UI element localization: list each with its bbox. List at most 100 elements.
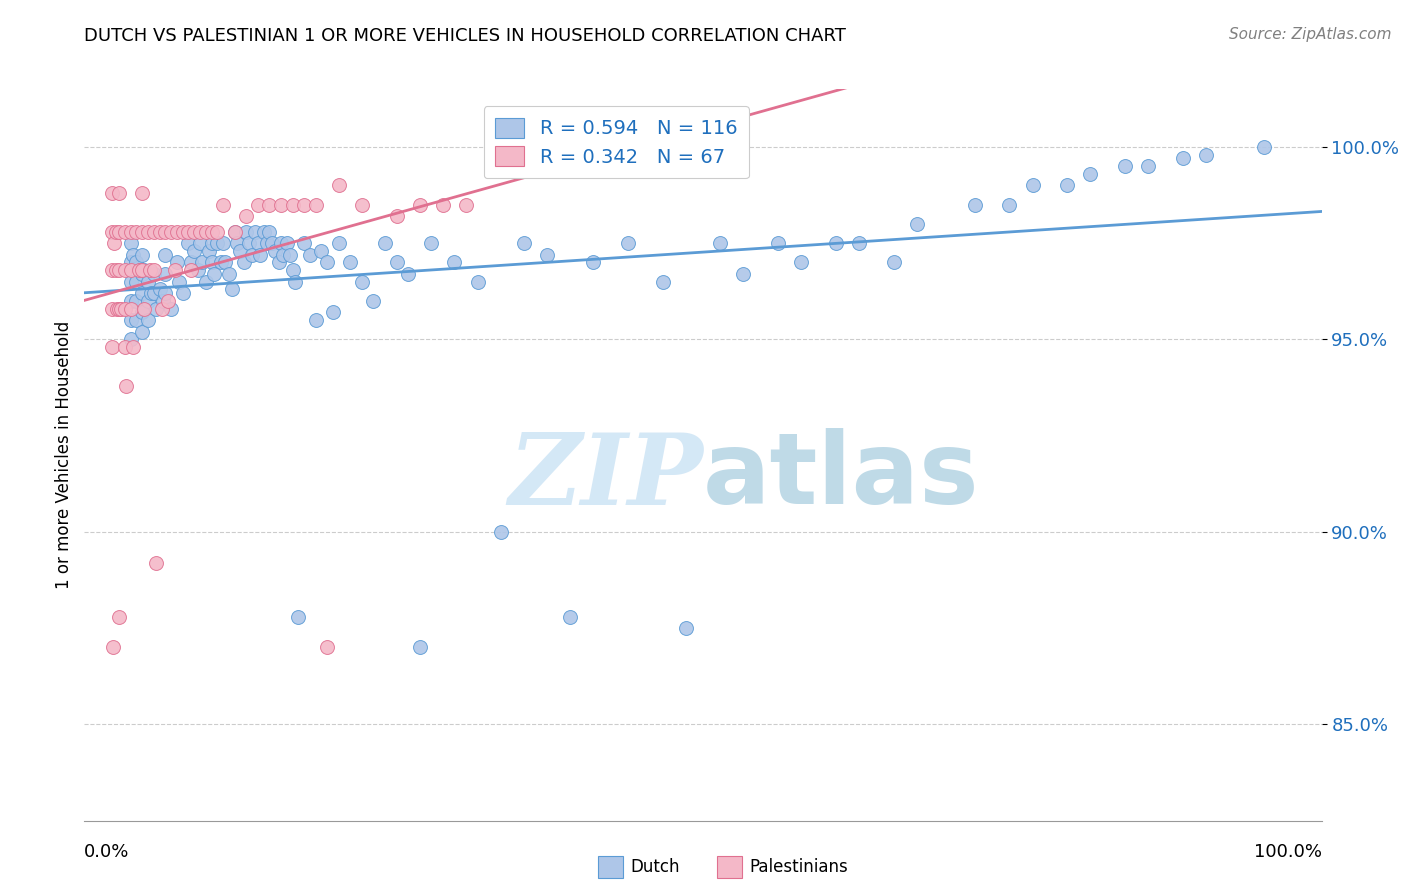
Point <box>104 263 127 277</box>
Point <box>316 640 339 655</box>
Point <box>103 236 125 251</box>
Point <box>316 255 339 269</box>
Point <box>374 236 396 251</box>
Point <box>207 225 229 239</box>
Point <box>249 248 271 262</box>
Point <box>177 225 200 239</box>
Point <box>259 225 281 239</box>
Point <box>125 313 148 327</box>
Point <box>207 236 229 251</box>
Point <box>105 301 128 316</box>
Point <box>120 255 142 269</box>
Point <box>396 267 419 281</box>
Point <box>188 236 211 251</box>
Point <box>155 225 177 239</box>
Point <box>125 275 148 289</box>
Point <box>134 301 156 316</box>
Point <box>120 275 142 289</box>
Text: ZIP: ZIP <box>508 429 703 525</box>
Point <box>177 236 200 251</box>
Point <box>224 225 246 239</box>
Point <box>278 248 301 262</box>
Point <box>651 275 673 289</box>
Point <box>108 186 131 201</box>
Point <box>240 248 263 262</box>
Point <box>160 225 183 239</box>
Legend: R = 0.594   N = 116, R = 0.342   N = 67: R = 0.594 N = 116, R = 0.342 N = 67 <box>484 106 749 178</box>
Point <box>339 255 361 269</box>
Point <box>131 286 153 301</box>
Point <box>156 293 179 308</box>
Point <box>1114 159 1136 173</box>
Point <box>246 236 269 251</box>
Point <box>443 255 465 269</box>
Point <box>142 267 165 281</box>
Point <box>142 225 165 239</box>
Point <box>108 263 131 277</box>
Point <box>142 263 165 277</box>
Point <box>136 313 159 327</box>
Point <box>675 621 697 635</box>
Point <box>256 236 278 251</box>
Point <box>125 293 148 308</box>
Point <box>172 286 194 301</box>
Point <box>238 236 260 251</box>
Point <box>152 293 174 308</box>
Point <box>150 301 173 316</box>
Point <box>120 333 142 347</box>
Point <box>167 275 190 289</box>
Point <box>163 263 186 277</box>
Text: atlas: atlas <box>703 428 980 525</box>
Point <box>212 236 235 251</box>
Point <box>235 209 257 223</box>
Point <box>825 236 848 251</box>
Point <box>536 248 558 262</box>
Point <box>108 225 131 239</box>
Point <box>617 236 640 251</box>
Point <box>142 286 165 301</box>
Point <box>139 263 162 277</box>
Point <box>790 255 813 269</box>
Point <box>155 286 177 301</box>
Point <box>246 197 269 211</box>
Point <box>281 263 304 277</box>
Point <box>489 524 512 539</box>
Point <box>420 236 443 251</box>
Point <box>260 236 283 251</box>
Point <box>292 236 315 251</box>
Point <box>350 197 373 211</box>
Point <box>166 225 188 239</box>
Point <box>172 225 194 239</box>
Point <box>101 301 124 316</box>
Point <box>281 197 304 211</box>
Point <box>409 197 432 211</box>
Point <box>292 197 315 211</box>
Point <box>454 197 477 211</box>
Point <box>385 255 408 269</box>
Point <box>264 244 287 258</box>
Point <box>101 340 124 354</box>
Point <box>101 263 124 277</box>
Point <box>120 236 142 251</box>
Text: Source: ZipAtlas.com: Source: ZipAtlas.com <box>1229 27 1392 42</box>
Point <box>155 267 177 281</box>
Point <box>883 255 905 269</box>
Point <box>218 267 240 281</box>
Text: DUTCH VS PALESTINIAN 1 OR MORE VEHICLES IN HOUSEHOLD CORRELATION CHART: DUTCH VS PALESTINIAN 1 OR MORE VEHICLES … <box>84 27 846 45</box>
Point <box>125 225 148 239</box>
Text: Palestinians: Palestinians <box>749 858 848 876</box>
Point <box>328 236 350 251</box>
Point <box>131 305 153 319</box>
Point <box>200 255 222 269</box>
Point <box>120 313 142 327</box>
Point <box>1171 152 1194 166</box>
Point <box>120 301 142 316</box>
Point <box>136 275 159 289</box>
Point <box>284 275 307 289</box>
Point <box>198 244 221 258</box>
Point <box>101 186 124 201</box>
Point <box>270 236 292 251</box>
Point <box>120 225 142 239</box>
Point <box>194 225 217 239</box>
Point <box>160 301 183 316</box>
